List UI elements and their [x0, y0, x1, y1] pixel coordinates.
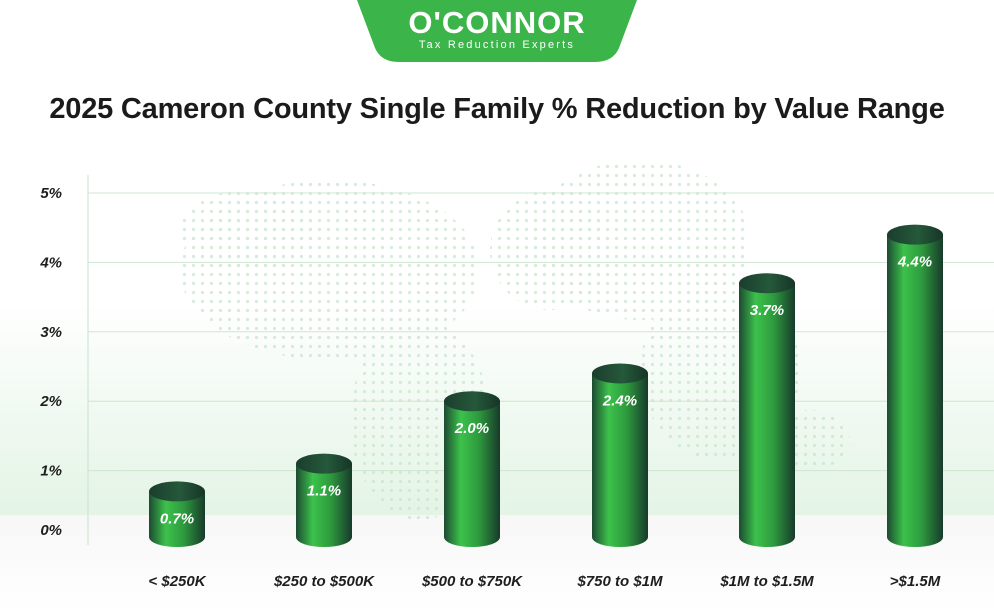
- bar-top: [444, 391, 500, 412]
- brand-name: O'CONNOR: [408, 5, 586, 40]
- x-tick-label: >$1.5M: [890, 573, 941, 590]
- x-tick-label: $250 to $500K: [273, 573, 375, 590]
- bar-top: [592, 363, 648, 384]
- brand-tagline: Tax Reduction Experts: [418, 39, 576, 51]
- y-tick-label: 3%: [40, 324, 62, 341]
- y-tick-label: 0%: [40, 522, 62, 539]
- bar: 1.1%: [296, 453, 352, 547]
- chart-title: 2025 Cameron County Single Family % Redu…: [49, 93, 945, 125]
- x-axis: < $250K $250 to $500K $500 to $750K $750 to…: [148, 573, 940, 590]
- x-tick-label: $500 to $750K: [421, 573, 523, 590]
- bar-top: [739, 273, 795, 294]
- bar: 4.4%: [887, 224, 943, 547]
- bar: 0.7%: [149, 481, 205, 547]
- bar: 3.7%: [739, 273, 795, 547]
- data-label: 2.0%: [454, 420, 489, 437]
- bar-body: [887, 234, 943, 547]
- data-label: 3.7%: [750, 302, 784, 319]
- bar-body: [149, 491, 205, 547]
- data-label: 0.7%: [160, 510, 194, 527]
- x-tick-label: < $250K: [148, 573, 206, 590]
- x-tick-label: $1M to $1.5M: [719, 573, 814, 590]
- bar-body: [739, 283, 795, 547]
- data-label: 2.4%: [602, 392, 637, 409]
- bar-top: [296, 453, 352, 474]
- bar-body: [444, 401, 500, 547]
- brand-logo: O'CONNOR Tax Reduction Experts: [357, 0, 637, 62]
- data-label: 4.4%: [897, 254, 932, 271]
- bar: 2.4%: [592, 363, 648, 547]
- logo-tab-shape: [357, 0, 637, 62]
- y-tick-label: 2%: [39, 393, 62, 410]
- bar-body: [592, 373, 648, 547]
- y-tick-label: 4%: [39, 254, 62, 271]
- bar-top: [887, 224, 943, 245]
- gridlines: [88, 192, 994, 472]
- bar-top: [149, 481, 205, 502]
- data-label: 1.1%: [307, 483, 341, 500]
- bar: 2.0%: [444, 391, 500, 547]
- bar-body: [296, 463, 352, 547]
- y-axis: 0% 1% 2% 3% 4% 5%: [39, 175, 89, 545]
- y-tick-label: 5%: [40, 185, 62, 202]
- bars: 0.7% 1.1% 2.0% 2.4% 3.7% 4.4%: [149, 224, 943, 547]
- x-tick-label: $750 to $1M: [576, 573, 663, 590]
- y-tick-label: 1%: [40, 463, 62, 480]
